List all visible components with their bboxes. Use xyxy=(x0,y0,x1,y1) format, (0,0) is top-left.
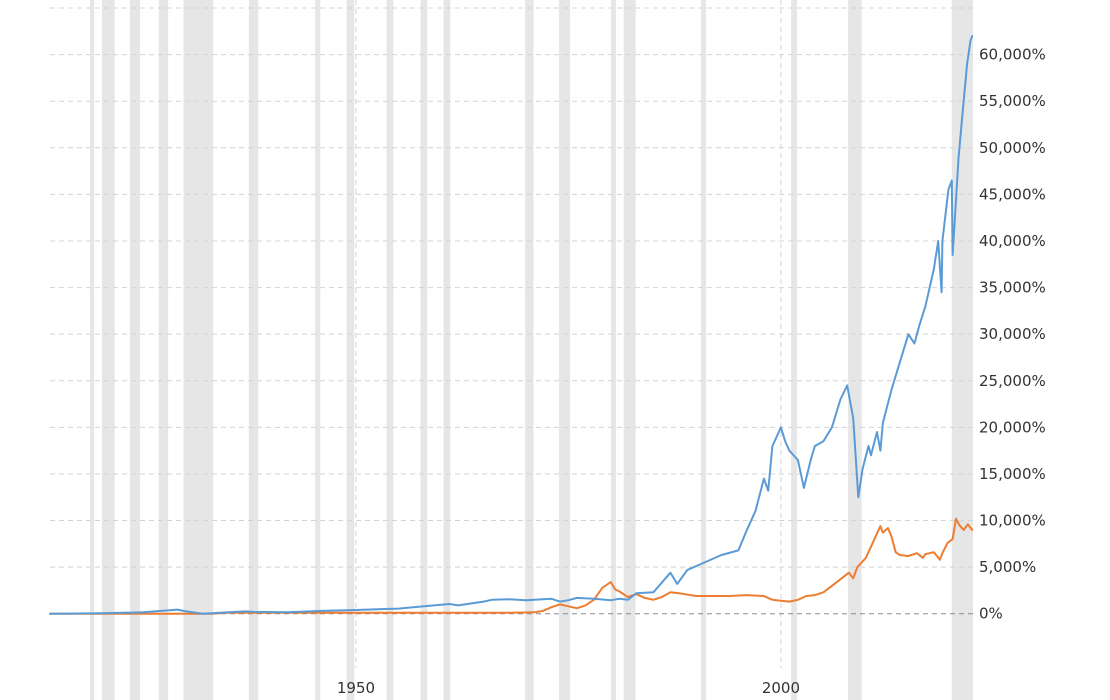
series-lines xyxy=(49,35,974,615)
series-line xyxy=(49,517,974,615)
x-axis-tick-labels: 1950 2000 xyxy=(337,679,800,697)
grid-lines xyxy=(50,0,973,668)
recession-band xyxy=(623,0,636,700)
y-tick-label: 60,000% xyxy=(979,46,1046,64)
y-axis-tick-labels: 60,000% 55,000% 50,000% 45,000% 40,000% 35,00… xyxy=(979,46,1046,623)
y-tick-label: 45,000% xyxy=(979,185,1046,203)
recession-band xyxy=(610,0,617,700)
recession-band xyxy=(89,0,95,700)
y-tick-label: 50,000% xyxy=(979,139,1046,157)
recession-band xyxy=(158,0,169,700)
y-tick-label: 15,000% xyxy=(979,465,1046,483)
recession-band xyxy=(315,0,321,700)
recession-band xyxy=(791,0,798,700)
x-tick-label: 1950 xyxy=(337,679,375,697)
recession-band xyxy=(848,0,862,700)
y-tick-label: 55,000% xyxy=(979,92,1046,110)
recession-band xyxy=(183,0,214,700)
recession-band xyxy=(129,0,141,700)
y-tick-label: 25,000% xyxy=(979,372,1046,390)
recession-band xyxy=(346,0,355,700)
recession-band xyxy=(559,0,571,700)
recession-band xyxy=(248,0,259,700)
recession-band xyxy=(525,0,534,700)
y-tick-label: 30,000% xyxy=(979,325,1046,343)
series-line xyxy=(49,35,974,615)
recession-band xyxy=(386,0,394,700)
y-tick-label: 0% xyxy=(979,605,1003,623)
recession-band xyxy=(420,0,428,700)
y-tick-label: 20,000% xyxy=(979,418,1046,436)
y-tick-label: 10,000% xyxy=(979,512,1046,530)
y-tick-label: 35,000% xyxy=(979,279,1046,297)
recession-band xyxy=(701,0,707,700)
recession-bands xyxy=(89,0,973,700)
y-tick-label: 5,000% xyxy=(979,558,1036,576)
recession-band xyxy=(101,0,115,700)
x-tick-label: 2000 xyxy=(762,679,800,697)
y-tick-label: 40,000% xyxy=(979,232,1046,250)
recession-band xyxy=(443,0,451,700)
